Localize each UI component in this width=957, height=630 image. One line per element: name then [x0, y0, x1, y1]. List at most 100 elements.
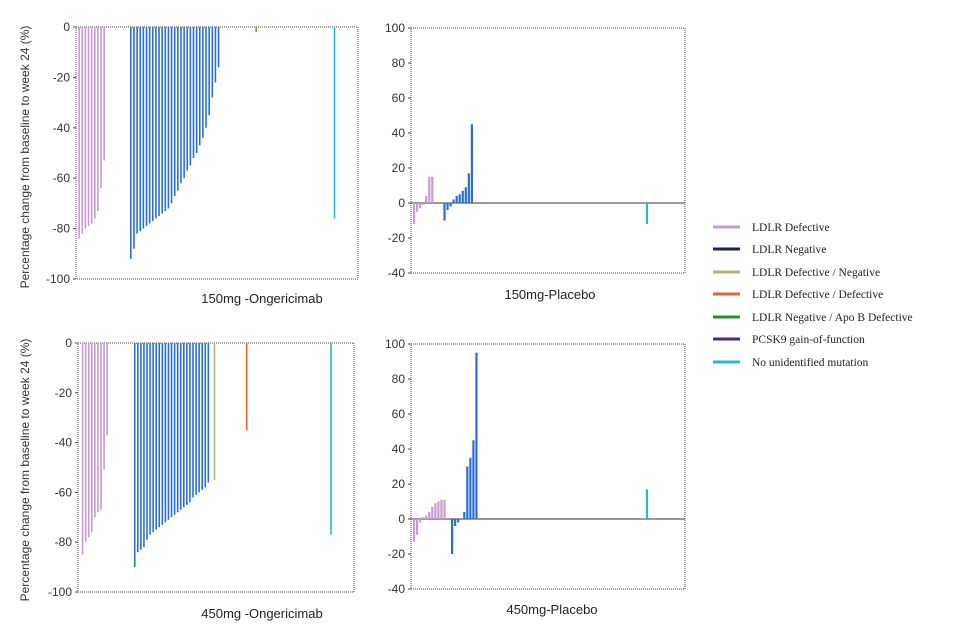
y-tick-label: 60 — [392, 91, 406, 105]
y-tick-label: 40 — [392, 442, 406, 456]
bar — [198, 343, 200, 493]
y-tick-label: -40 — [55, 436, 73, 450]
bar — [425, 515, 428, 519]
bar — [186, 343, 188, 505]
bar — [173, 343, 176, 515]
bar — [183, 343, 185, 508]
bar — [158, 27, 160, 216]
y-tick-label: -80 — [55, 535, 73, 549]
bar — [164, 343, 167, 523]
bar — [106, 343, 108, 436]
bar — [457, 519, 460, 523]
bar — [422, 517, 425, 519]
bar — [208, 27, 210, 116]
bar — [133, 343, 136, 568]
bar — [195, 27, 198, 153]
bar — [164, 27, 167, 211]
bar — [192, 343, 194, 498]
bar — [211, 27, 214, 98]
bar — [170, 343, 173, 518]
legend-item: LDLR Defective / Negative — [713, 267, 880, 279]
y-ticks: 0 -20 -40 -60 -80 -100 — [48, 336, 78, 599]
bar — [94, 343, 96, 518]
bar — [186, 27, 189, 171]
bar — [179, 343, 182, 510]
bar — [217, 27, 220, 68]
y-tick-label: 0 — [398, 196, 405, 210]
y-tick-label: -60 — [55, 485, 73, 499]
bar — [428, 176, 431, 203]
legend-label: LDLR Defective / Defective — [752, 289, 883, 301]
bar — [170, 27, 173, 204]
y-tick-label: -20 — [53, 70, 71, 84]
bar — [100, 27, 102, 189]
y-tick-label: -80 — [53, 222, 71, 236]
plot-frame — [410, 343, 686, 590]
y-tick-label: -40 — [53, 121, 71, 135]
bar — [133, 27, 135, 249]
bar — [148, 27, 151, 224]
bar — [470, 124, 473, 203]
bar — [205, 27, 207, 128]
bar — [443, 203, 446, 221]
bar — [87, 343, 90, 538]
y-tick-label: 20 — [392, 477, 406, 491]
bar — [167, 27, 170, 209]
bar — [466, 466, 469, 519]
panel-450mg-ongericimab: Percentage change from baseline to week … — [18, 336, 355, 621]
bar — [645, 203, 649, 224]
bar — [84, 27, 87, 229]
y-tick-label: -60 — [53, 171, 71, 185]
legend-label: LDLR Defective — [752, 222, 830, 234]
bar — [463, 512, 466, 519]
legend-label: PCSK9 gain-of-function — [752, 334, 865, 346]
bar — [155, 343, 157, 530]
bar — [419, 519, 422, 523]
bar — [454, 519, 457, 526]
y-tick-label: -20 — [388, 231, 406, 245]
bar — [333, 27, 336, 219]
bar — [152, 343, 154, 533]
legend-label: LDLR Negative — [752, 244, 826, 256]
bar — [81, 343, 84, 555]
y-tick-label: -20 — [388, 547, 406, 561]
bar — [136, 27, 138, 234]
plot-frame — [75, 26, 359, 280]
bar — [428, 512, 431, 519]
bar — [189, 343, 191, 503]
bar — [464, 187, 467, 203]
bar — [214, 27, 217, 83]
bars — [81, 343, 332, 568]
y-tick-label: -100 — [46, 272, 70, 286]
bar — [143, 343, 145, 548]
bar — [255, 27, 257, 33]
bar — [412, 519, 416, 542]
legend-label: No unidentified mutation — [752, 357, 869, 369]
bar — [192, 27, 195, 159]
bar — [207, 343, 210, 483]
bar — [452, 199, 455, 203]
bar — [176, 343, 179, 513]
bar — [173, 27, 176, 196]
legend: LDLR Defective LDLR Negative LDLR Defect… — [713, 222, 913, 369]
panel-caption: 150mg -Ongericimab — [201, 291, 322, 306]
legend-label: LDLR Defective / Negative — [752, 267, 880, 279]
y-tick-label: 20 — [392, 161, 406, 175]
panel-450mg-placebo: 450mg-Placebo 100 80 60 40 20 0 -20 -40 — [385, 337, 686, 617]
bar — [422, 203, 425, 205]
bar — [158, 343, 161, 528]
bars — [411, 124, 685, 224]
legend-item: No unidentified mutation — [713, 357, 869, 369]
bar — [137, 343, 139, 553]
y-ticks: 0 -20 -40 -60 -80 -100 — [46, 20, 76, 286]
bar — [455, 196, 458, 203]
bar — [183, 27, 185, 179]
bar — [213, 343, 216, 480]
bar — [139, 27, 142, 232]
bar — [100, 343, 102, 510]
panel-150mg-placebo: 150mg-Placebo 100 80 60 40 20 0 -20 -40 — [385, 21, 686, 302]
y-axis-label: Percentage change from baseline to week … — [18, 26, 32, 289]
legend-label: LDLR Negative / Apo B Defective — [752, 312, 913, 324]
bar — [103, 343, 105, 470]
bar — [94, 27, 96, 219]
